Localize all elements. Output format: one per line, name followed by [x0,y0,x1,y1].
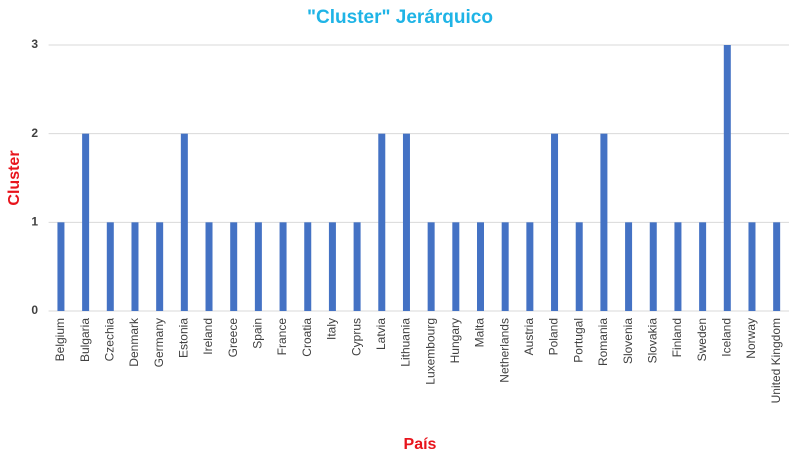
x-tick-label: Poland [547,318,561,355]
bar [575,222,583,311]
bar [230,222,238,311]
x-axis-label: País [404,436,437,453]
x-tick-label: Slovakia [645,318,659,364]
bar [551,133,559,311]
bar [378,133,386,311]
bar [57,222,65,311]
bar [526,222,534,311]
x-tick-label: Norway [744,318,758,359]
x-tick-label: France [275,318,289,356]
bar [699,222,707,311]
x-tick-label: Czechia [102,318,116,362]
bar [625,222,633,311]
bar [106,222,114,311]
bar [674,222,682,311]
x-tick-label: Austria [522,318,536,356]
x-tick-label: Germany [152,318,166,367]
bar [477,222,484,311]
y-tick-label: 0 [31,303,38,317]
x-tick-label: Hungary [448,318,462,363]
bar [773,222,781,311]
x-tick-label: Latvia [374,318,388,350]
x-tick-label: Estonia [177,318,191,358]
bar [131,222,139,311]
bar [649,222,657,311]
x-tick-label: Belgium [53,318,67,361]
bar [254,222,262,311]
x-tick-label: Iceland [719,318,733,357]
bar [180,133,188,311]
chart-title: "Cluster" Jerárquico [307,7,493,28]
bar [279,222,287,311]
x-tick-label: Bulgaria [78,318,92,362]
bar [156,222,164,311]
bar [82,133,90,311]
bar [304,222,312,311]
bar [328,222,336,311]
y-axis-label: Cluster [6,150,23,205]
x-tick-label: Greece [226,318,240,358]
x-tick-label: Slovenia [621,318,635,364]
x-tick-label: Croatia [300,318,314,357]
bar [353,222,361,311]
x-tick-label: Portugal [571,318,585,363]
x-tick-label: Romania [596,318,610,366]
x-tick-label: Netherlands [497,318,511,383]
x-tick-label: Spain [251,318,265,349]
bar [748,222,756,311]
x-tick-label: Malta [473,318,487,348]
bar [205,222,213,311]
x-tick-label: Cyprus [349,318,363,356]
bar [452,222,460,311]
bar [501,222,509,311]
x-tick-label: Finland [670,318,684,357]
bar [600,133,608,311]
x-tick-label: United Kingdom [769,318,783,403]
y-tick-label: 3 [31,37,38,51]
y-tick-label: 2 [31,126,38,140]
bar [723,45,731,311]
x-tick-label: Luxembourg [423,318,437,385]
x-tick-label: Denmark [127,317,141,367]
x-tick-label: Lithuania [399,318,413,367]
x-tick-label: Sweden [695,318,709,361]
x-tick-label: Italy [325,318,339,340]
bar [402,133,410,311]
y-tick-label: 1 [31,215,38,229]
x-tick-label: Ireland [201,318,215,355]
bar [427,222,435,311]
